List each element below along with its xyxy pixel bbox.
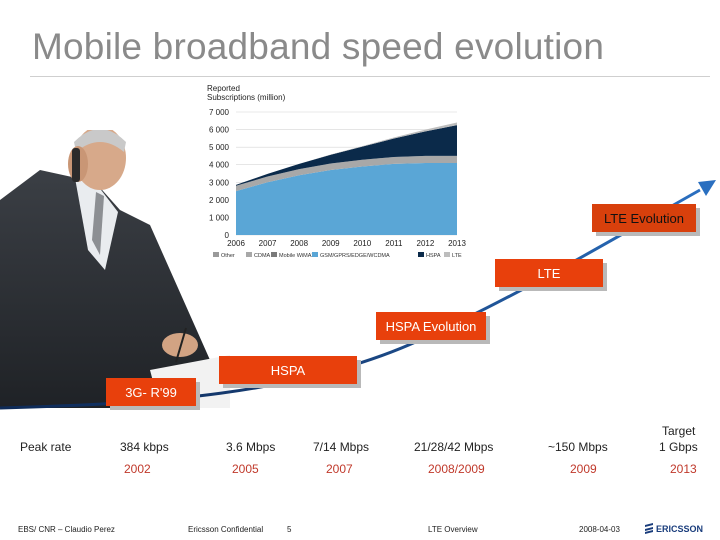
slide-title: Mobile broadband speed evolution [32, 26, 605, 67]
area-series-3 [236, 122, 457, 185]
ericsson-logo-text: ERICSSON [656, 524, 703, 534]
chart-y-tick-labels: 7 000 6 000 5 000 4 000 3 000 2 000 1 000 0 [209, 108, 230, 240]
peak-rate-hspa: 3.6 Mbps [226, 440, 276, 454]
y-tick-label: 2 000 [209, 196, 230, 205]
step-hspa-evolution: HSPA Evolution [376, 312, 486, 340]
x-tick-label: 2010 [353, 239, 371, 248]
footer-doc-title: LTE Overview [428, 525, 478, 534]
area-series-1 [236, 155, 457, 192]
legend-label: GSM/GPRS/EDGE/WCDMA [320, 253, 390, 259]
y-tick-label: 6 000 [209, 126, 230, 135]
x-tick-label: 2012 [417, 239, 435, 248]
year-r99: 2002 [124, 462, 151, 476]
year-lte-evolution: 2013 [670, 462, 697, 476]
y-tick-label: 0 [225, 231, 230, 240]
legend-label: Other [221, 253, 235, 259]
year-lte: 2009 [570, 462, 597, 476]
legend-swatch [418, 252, 424, 257]
x-tick-label: 2007 [259, 239, 277, 248]
footer-department: EBS/ CNR – Claudio Perez [18, 525, 115, 534]
peak-rate-hspa-evolution-2: 21/28/42 Mbps [414, 440, 494, 454]
footer-confidential: Ericsson Confidential [188, 525, 264, 534]
y-tick-label: 3 000 [209, 178, 230, 187]
chart-areas [236, 122, 457, 235]
legend-swatch [444, 252, 450, 257]
y-tick-label: 7 000 [209, 108, 230, 117]
legend-swatch [213, 252, 219, 257]
legend-label: CDMA [254, 253, 271, 259]
step-hspa: HSPA [219, 356, 357, 384]
peak-rate-hspa-evolution: 7/14 Mbps [313, 440, 370, 454]
legend-label: HSPA [426, 253, 441, 259]
title-divider [30, 76, 710, 77]
y-tick-label: 5 000 [209, 143, 230, 152]
year-hspa-evolution: 2007 [326, 462, 353, 476]
chart-title-line1: Reported [207, 84, 240, 93]
x-tick-label: 2013 [448, 239, 466, 248]
step-lte: LTE [495, 259, 603, 287]
peak-rate-r99: 384 kbps [120, 440, 169, 454]
legend-label: Mobile WiMAX [279, 253, 315, 259]
peak-rate-lte: ~150 Mbps [548, 440, 608, 454]
y-tick-label: 1 000 [209, 213, 230, 222]
footer-page-number: 5 [287, 525, 292, 534]
year-hspa: 2005 [232, 462, 259, 476]
legend-swatch [271, 252, 277, 257]
legend-swatch [312, 252, 318, 257]
legend-swatch [246, 252, 252, 257]
x-tick-label: 2009 [322, 239, 340, 248]
footer-date: 2008-04-03 [579, 525, 620, 534]
x-tick-label: 2011 [385, 239, 403, 248]
area-series-2 [236, 125, 457, 186]
subscriptions-area-chart: 7 000 6 000 5 000 4 000 3 000 2 000 1 000 0 200… [207, 84, 466, 259]
target-rate: 1 Gbps [659, 440, 698, 454]
y-tick-label: 4 000 [209, 161, 230, 170]
x-tick-label: 2008 [290, 239, 308, 248]
target-label: Target [662, 424, 696, 438]
step-3g-r99: 3G- R'99 [106, 378, 196, 406]
chart-title-line2: Subscriptions (million) [207, 93, 286, 102]
x-tick-label: 2006 [227, 239, 245, 248]
year-hspa-evolution-2: 2008/2009 [428, 462, 485, 476]
chart-x-tick-labels: 2006 2007 2008 2009 2010 2011 2012 2013 [227, 239, 466, 248]
area-series-0 [236, 162, 457, 235]
step-lte-evolution: LTE Evolution [592, 204, 696, 232]
chart-legend: Other CDMA Mobile WiMAX GSM/GPRS/EDGE/WCDMA… [213, 252, 462, 259]
legend-label: LTE [452, 253, 462, 259]
peak-rate-label: Peak rate [20, 440, 72, 454]
ericsson-logo: ERICSSON [645, 523, 703, 534]
